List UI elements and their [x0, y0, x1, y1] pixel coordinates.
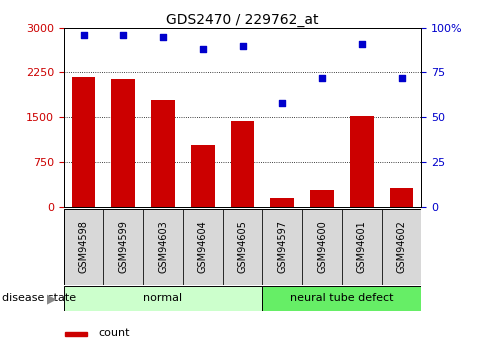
Text: GSM94601: GSM94601 — [357, 220, 367, 273]
Text: normal: normal — [144, 294, 183, 303]
Text: GSM94604: GSM94604 — [198, 220, 208, 273]
Text: GSM94597: GSM94597 — [277, 220, 287, 273]
Bar — [231, 121, 254, 207]
Bar — [350, 116, 374, 207]
Bar — [263, 286, 421, 310]
Bar — [111, 79, 135, 207]
Bar — [390, 188, 414, 207]
Point — [278, 100, 286, 106]
Text: GSM94603: GSM94603 — [158, 220, 168, 273]
Point — [159, 34, 167, 39]
Text: GSM94602: GSM94602 — [396, 220, 407, 273]
Bar — [382, 209, 421, 285]
Bar — [103, 209, 143, 285]
Point — [318, 75, 326, 81]
Point — [397, 75, 405, 81]
Bar — [151, 100, 175, 207]
Bar — [64, 286, 263, 310]
Bar — [270, 198, 294, 207]
Bar — [143, 209, 183, 285]
Bar — [72, 77, 96, 207]
Point — [199, 46, 207, 52]
Text: GSM94605: GSM94605 — [238, 220, 247, 273]
Text: disease state: disease state — [2, 294, 76, 303]
Text: GSM94600: GSM94600 — [317, 220, 327, 273]
Bar — [310, 190, 334, 207]
Title: GDS2470 / 229762_at: GDS2470 / 229762_at — [166, 12, 319, 27]
Text: GSM94598: GSM94598 — [78, 220, 89, 273]
Bar — [183, 209, 222, 285]
Point — [80, 32, 88, 38]
Bar — [342, 209, 382, 285]
Point — [120, 32, 127, 38]
Point — [358, 41, 366, 47]
Text: neural tube defect: neural tube defect — [290, 294, 393, 303]
Bar — [191, 145, 215, 207]
Text: ▶: ▶ — [47, 292, 56, 305]
Text: GSM94599: GSM94599 — [118, 220, 128, 273]
Point — [239, 43, 246, 48]
Bar — [222, 209, 263, 285]
Bar — [302, 209, 342, 285]
Bar — [64, 209, 103, 285]
Text: count: count — [98, 328, 129, 338]
Bar — [263, 209, 302, 285]
Bar — [65, 332, 87, 336]
